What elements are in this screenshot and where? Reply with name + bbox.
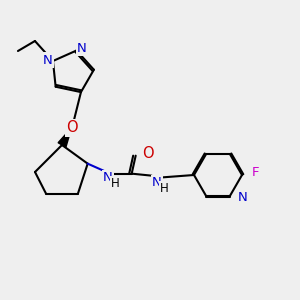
Text: N: N — [77, 42, 86, 55]
Text: H: H — [160, 182, 169, 195]
Text: N: N — [152, 176, 162, 189]
Text: F: F — [252, 167, 260, 179]
Text: N: N — [43, 53, 53, 67]
Text: N: N — [238, 191, 248, 204]
Text: H: H — [111, 177, 120, 190]
Polygon shape — [58, 128, 72, 147]
Text: O: O — [142, 146, 153, 161]
Text: N: N — [103, 171, 112, 184]
Text: O: O — [66, 121, 78, 136]
